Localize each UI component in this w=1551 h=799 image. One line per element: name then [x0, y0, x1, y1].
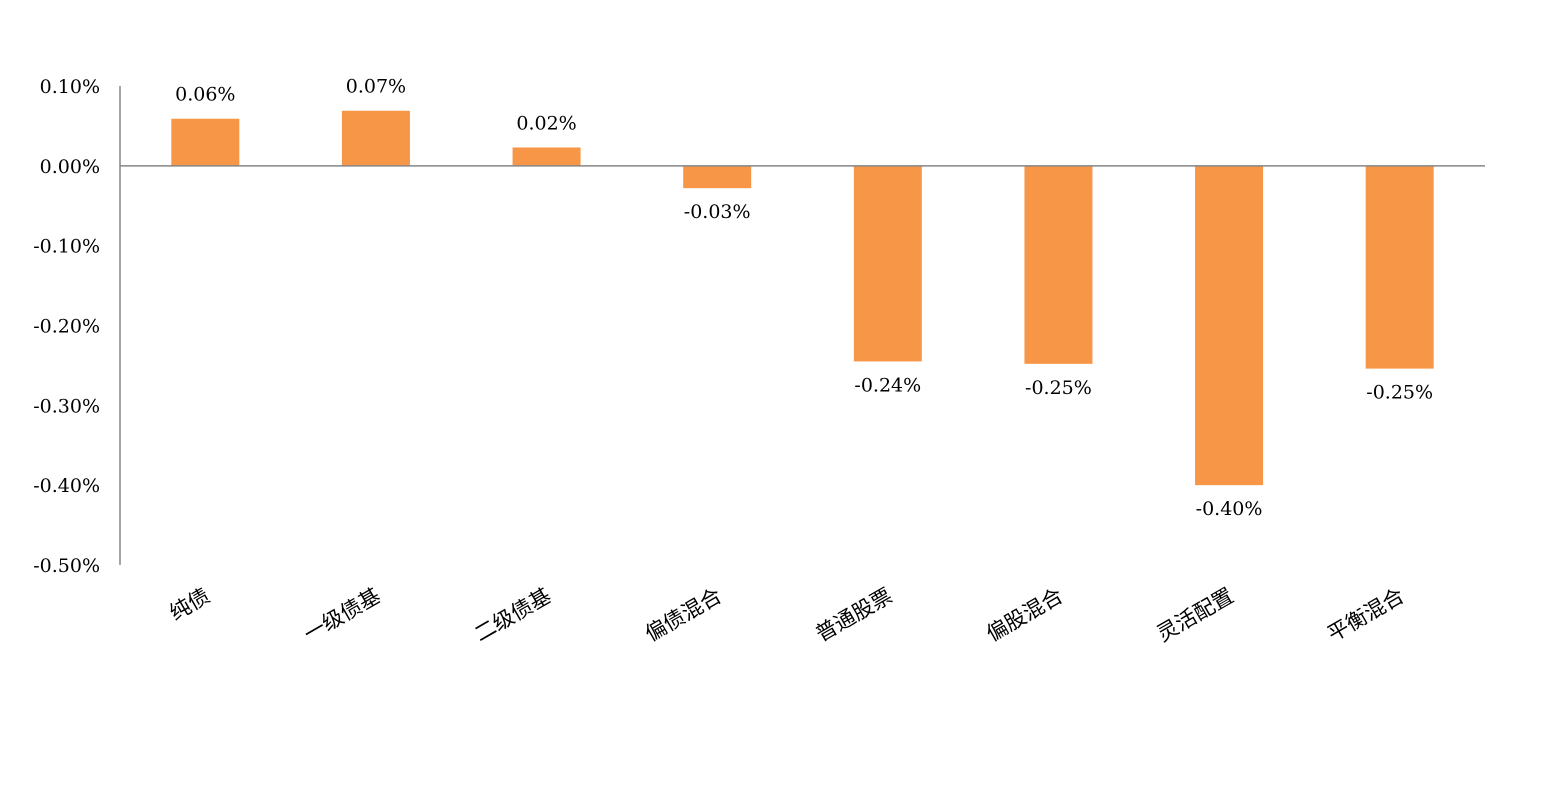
y-tick-label: 0.10% [40, 76, 100, 98]
y-tick-label: -0.50% [33, 555, 100, 577]
bar [341, 110, 410, 166]
bar [1365, 165, 1434, 369]
y-tick-label: -0.20% [33, 316, 100, 338]
data-label: 0.06% [175, 84, 235, 106]
x-tick-label: 纯债 [165, 584, 213, 626]
data-label: -0.03% [684, 201, 751, 223]
bar [683, 165, 752, 189]
x-tick-label: 平衡混合 [1323, 584, 1408, 647]
data-label: -0.40% [1196, 498, 1263, 520]
bar [171, 118, 240, 166]
x-tick-label: 偏股混合 [982, 584, 1067, 647]
x-tick-label: 普通股票 [812, 584, 897, 647]
y-tick-label: -0.40% [33, 475, 100, 497]
bar [853, 165, 922, 362]
bar [1024, 165, 1093, 364]
y-tick-label: 0.00% [40, 156, 100, 178]
x-tick-label: 二级债基 [470, 584, 555, 647]
x-tick-label: 灵活配置 [1153, 584, 1238, 647]
y-tick-label: -0.10% [33, 236, 100, 258]
x-tick-label: 一级债基 [300, 584, 385, 647]
data-label: 0.02% [516, 112, 576, 134]
data-label: -0.24% [854, 374, 921, 396]
bar [512, 147, 581, 166]
data-label: -0.25% [1366, 382, 1433, 404]
bar [1195, 165, 1264, 486]
data-label: -0.25% [1025, 377, 1092, 399]
x-tick-label: 偏债混合 [641, 584, 726, 647]
y-tick-label: -0.30% [33, 395, 100, 417]
data-label: 0.07% [346, 76, 406, 98]
